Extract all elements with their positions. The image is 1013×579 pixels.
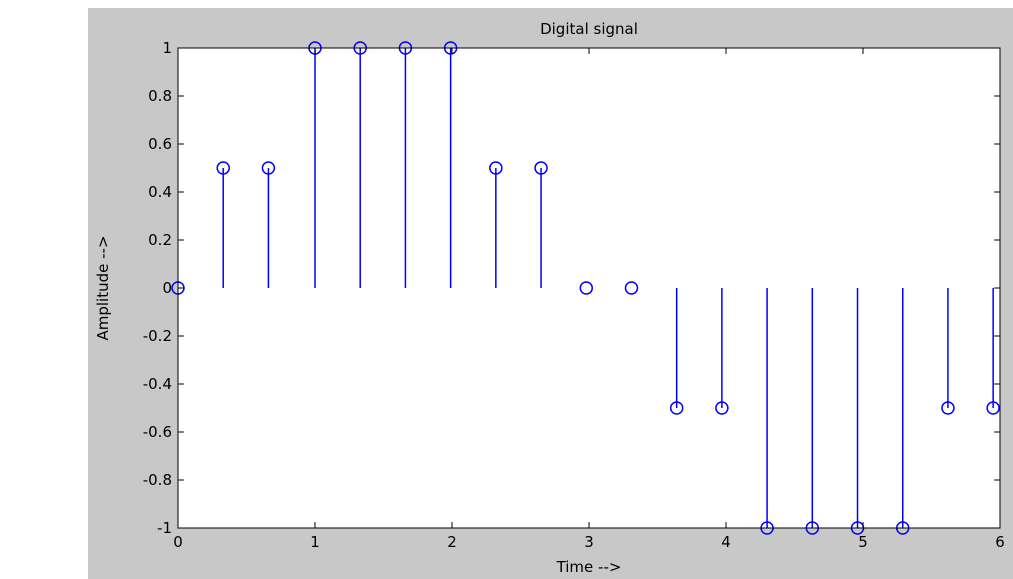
stem-marker (624, 281, 639, 295)
axis-ticks: 0 1 2 3 4 5 6 -1 -0.8 -0.6 -0.4 -0.2 0 0.2 0.4 0.6 0.8 1 (143, 39, 1005, 551)
stem-marker (715, 401, 729, 415)
y-tick-label: -1 (157, 519, 172, 537)
y-tick-label: -0.8 (143, 471, 172, 489)
y-tick-label: -0.6 (143, 423, 172, 441)
y-tick-label: 1 (162, 39, 172, 57)
stem-marker (941, 401, 955, 415)
stem-marker (669, 401, 684, 415)
x-tick-label: 5 (858, 533, 868, 551)
x-tick-label: 3 (584, 533, 594, 551)
y-tick-label: 0 (162, 279, 172, 297)
stem-marker (216, 161, 230, 175)
stem-marker (579, 281, 594, 295)
y-tick-label: 0.8 (148, 87, 172, 105)
stem-marker (261, 161, 276, 175)
x-tick-label: 6 (995, 533, 1005, 551)
stem-marker (534, 161, 548, 175)
y-tick-label: -0.4 (143, 375, 172, 393)
y-tick-label: -0.2 (143, 327, 172, 345)
axes-background (178, 48, 1000, 528)
y-tick-label: 0.6 (148, 135, 172, 153)
stem-marker (489, 161, 503, 175)
stem-marker (986, 401, 1000, 415)
y-tick-label: 0.2 (148, 231, 172, 249)
chart-title: Digital signal (540, 20, 638, 38)
x-tick-label: 0 (173, 533, 183, 551)
y-tick-label: 0.4 (148, 183, 172, 201)
y-axis-label: Amplitude --> (94, 235, 112, 340)
x-tick-label: 2 (447, 533, 457, 551)
x-tick-label: 1 (310, 533, 320, 551)
x-axis-label: Time --> (556, 558, 622, 576)
x-tick-label: 4 (721, 533, 731, 551)
